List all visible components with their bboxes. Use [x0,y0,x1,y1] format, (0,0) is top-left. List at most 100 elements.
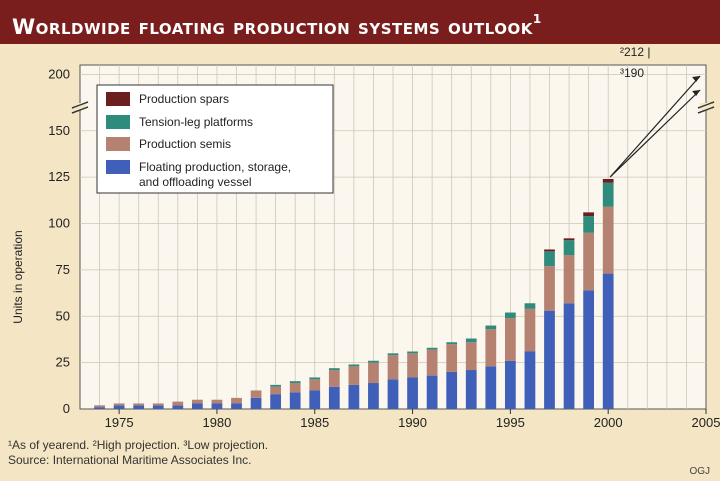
y-tick-label: 200 [48,67,70,82]
bar-segment-fpso [544,310,555,409]
y-tick-label: 125 [48,169,70,184]
bar-segment-tlp [289,381,301,384]
legend-swatch-spars [106,92,130,106]
bar-segment-fpso [309,390,321,409]
y-tick-label: 150 [48,123,70,138]
bar-segment-semis [524,308,536,352]
bar-segment-tlp [524,303,536,309]
axis-break-gap [700,103,712,110]
bar-segment-fpso [348,384,360,409]
bar-segment-semis [152,403,164,406]
bar-segment-semis [328,370,340,387]
low-projection-arrowhead [692,90,701,96]
axes: 0 25 50 75 100 125 150 200 Units in operation 197… [11,67,720,431]
bar-segment-fpso [426,375,438,409]
chart-title-footnote-mark: 1 [532,12,542,26]
bar-segment-fpso [270,394,282,409]
bar-segment-semis [309,379,321,391]
bar-segment-tlp [426,347,438,350]
low-projection-label: ³190 [620,66,644,80]
axis-break-mark [697,101,715,114]
legend-label-semis: Production semis [139,137,231,151]
bar-segment-semis [211,399,223,404]
bar-segment-semis [387,355,399,380]
bar-segment-fpso [231,403,242,409]
bar-segment-fpso [250,397,262,409]
bar-segment-fpso [485,366,497,409]
high-projection-label: ²212 | [620,45,650,59]
bar-segment-semis [544,266,555,311]
legend-label-fpso-line2: and offloading vessel [139,175,252,189]
bar-segment-tlp [563,240,575,256]
y-tick-label: 50 [56,308,70,323]
low-projection-arrow [609,89,701,178]
publisher-credit: OGJ [689,466,710,477]
bar-segment-semis [133,403,145,406]
bar-segment-fpso [368,383,379,409]
legend-label-spars: Production spars [139,92,229,106]
footnote-projection-notes: ¹As of yearend. ²High projection. ³Low p… [8,438,269,452]
bar-segment-fpso [563,303,575,409]
legend: Production spars Tension-leg platforms Pro… [96,84,334,194]
legend-swatch-tlp [106,115,130,129]
bar-segment-semis [348,366,360,385]
bar-segment-semis [191,399,203,404]
legend-label-tlp: Tension-leg platforms [139,115,253,129]
legend-swatch-fpso [106,160,130,174]
bar-segment-tlp [368,360,379,363]
bar-segment-tlp [602,182,614,207]
bar-segment-fpso [446,371,458,409]
bar-segment-fpso [113,405,125,409]
bar-segment-fpso [289,392,301,409]
high-projection-arrowhead [692,76,701,82]
chart-title: Worldwide floating production systems ou… [0,0,720,44]
bar-segment-semis [485,329,497,367]
bar-segment-semis [250,390,262,398]
bar-segment-fpso [583,290,595,409]
bar-segment-tlp [485,325,497,330]
x-tick-label: 2005 [692,415,720,430]
bar-segment-tlp [387,353,399,356]
footnote-source: Source: International Maritime Associate… [8,453,252,467]
bar-segment-tlp [270,384,282,387]
bar-segment-tlp [309,377,321,380]
bar-segment-semis [426,349,438,376]
bar-segment-tlp [504,312,516,319]
bar-segment-semis [465,342,477,371]
bar-segment-semis [113,403,125,406]
y-tick-label: 75 [56,262,70,277]
stacked-bar-chart: 0 25 50 75 100 125 150 200 Units in operation 197… [11,45,720,431]
y-tick-label: 0 [63,401,70,416]
bar-segment-fpso [133,405,145,409]
bars [94,178,614,409]
legend-swatch-semis [106,137,130,151]
bar-segment-fpso [152,405,164,409]
bar-segment-semis [231,397,242,404]
y-tick-label: 25 [56,355,70,370]
y-axis-label: Units in operation [11,230,25,323]
axis-break-gap [74,103,86,110]
bar-segment-spars [544,249,555,252]
x-tick-label: 1995 [496,415,525,430]
axis-break-mark [71,101,89,114]
legend-box [96,84,334,194]
high-projection-arrow [609,75,701,178]
bar-segment-semis [289,383,301,393]
bar-segment-tlp [328,368,340,371]
x-tick-label: 1975 [105,415,134,430]
bar-segment-semis [172,401,184,406]
bar-segment-fpso [524,351,536,409]
bar-segment-fpso [172,405,184,409]
chart-title-text: Worldwide floating production systems ou… [12,15,533,39]
y-tick-label: 100 [48,216,70,231]
bar-segment-fpso [94,407,105,409]
bar-segment-fpso [211,403,223,409]
bar-segment-spars [563,238,575,241]
bar-segment-tlp [348,364,360,367]
bar-segment-tlp [446,342,458,345]
x-tick-label: 1985 [300,415,329,430]
bar-segment-semis [270,386,282,395]
bar-segment-fpso [191,403,203,409]
bar-segment-fpso [387,379,399,409]
bar-segment-semis [446,344,458,372]
